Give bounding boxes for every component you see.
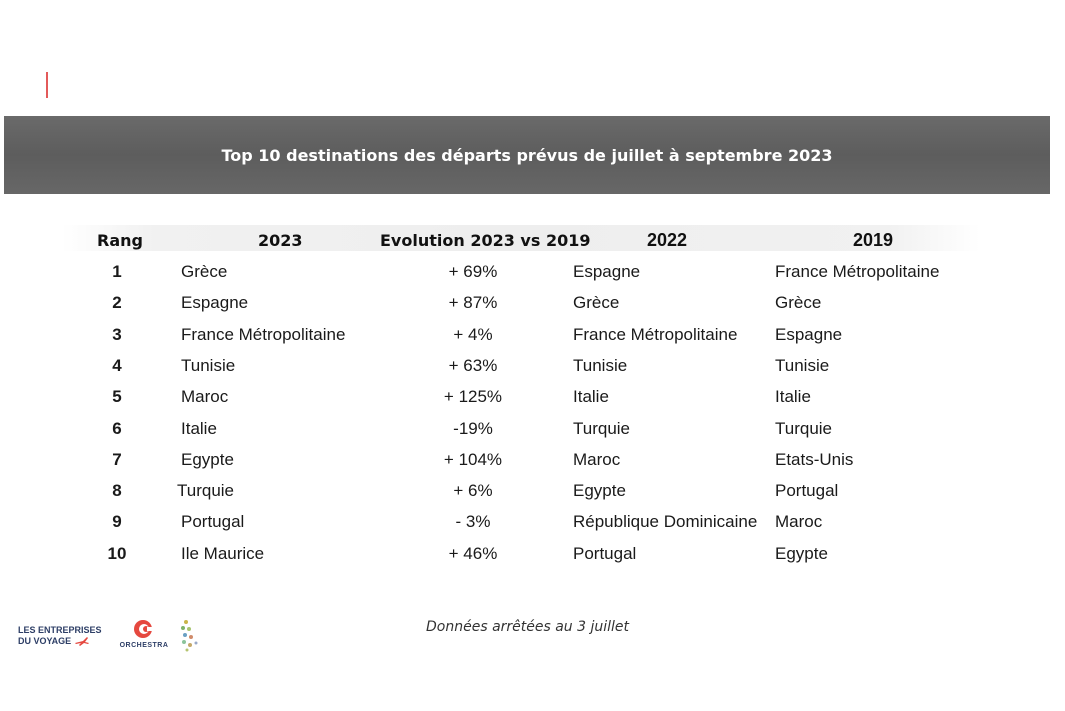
rank-cell: 1 — [112, 262, 122, 281]
header-2023: 2023 — [258, 231, 303, 250]
destination-2023-cell: Turquie — [177, 481, 235, 500]
airplane-icon — [74, 636, 89, 646]
rank-cell: 2 — [112, 293, 122, 312]
destination-2019-cell: Tunisie — [775, 356, 830, 375]
rank-cell: 7 — [112, 450, 122, 469]
destination-2022-cell: Tunisie — [573, 356, 628, 375]
evolution-cell: - 3% — [455, 512, 491, 531]
destination-2022-cell: Egypte — [573, 481, 626, 500]
destination-2023-cell: Egypte — [181, 450, 234, 469]
destination-2019-cell: Turquie — [775, 419, 833, 438]
destination-2022-cell: République Dominicaine — [573, 512, 758, 531]
destination-2019-cell: Egypte — [775, 544, 828, 563]
destination-2019-cell: Grèce — [775, 293, 822, 312]
destination-2019-cell: Italie — [775, 387, 811, 406]
leaf-icon — [181, 620, 198, 652]
rank-cell: 4 — [112, 356, 122, 375]
destination-2023-cell: Grèce — [181, 262, 228, 281]
evolution-cell: -19% — [453, 419, 493, 438]
table-header-band — [62, 225, 980, 251]
red-margin-mark — [46, 72, 48, 98]
logo-lev-line2: DU VOYAGE — [18, 636, 104, 647]
rank-cell: 6 — [112, 419, 122, 438]
rank-cell: 8 — [112, 481, 122, 500]
destination-2023-cell: Portugal — [181, 512, 245, 531]
title-banner: Top 10 destinations des départs prévus d… — [4, 116, 1050, 194]
destination-2022-cell: Turquie — [573, 419, 631, 438]
evolution-cell: + 69% — [448, 262, 498, 281]
table-title: Top 10 destinations des départs prévus d… — [221, 145, 833, 165]
destination-2022-cell: Espagne — [573, 262, 641, 281]
destination-2023-cell: Espagne — [181, 293, 249, 312]
destination-2023-cell: Italie — [181, 419, 217, 438]
evolution-cell: + 87% — [448, 293, 498, 312]
header-rang: Rang — [97, 231, 143, 250]
destination-2023-cell: Maroc — [181, 387, 229, 406]
entreprises-du-voyage-logo: LES ENTREPRISES DU VOYAGE — [18, 625, 104, 647]
rank-cell: 9 — [112, 512, 122, 531]
header-evolution: Evolution 2023 vs 2019 — [380, 231, 591, 250]
orchestra-logo-text: ORCHESTRA — [119, 642, 169, 649]
destination-2022-cell: Maroc — [573, 450, 621, 469]
destination-2019-cell: Portugal — [775, 481, 839, 500]
evolution-cell: + 63% — [448, 356, 498, 375]
destination-2023-cell: Ile Maurice — [181, 544, 265, 563]
orchestra-logo: ORCHESTRA — [116, 618, 172, 658]
destination-2019-cell: Maroc — [775, 512, 823, 531]
rank-cell: 3 — [112, 325, 122, 344]
evolution-cell: + 46% — [448, 544, 498, 563]
data-date-note: Données arrêtées au 3 juillet — [426, 619, 630, 635]
rank-cell: 10 — [107, 544, 127, 563]
orchestra-emblem-icon — [134, 620, 153, 638]
destination-2019-cell: Etats-Unis — [775, 450, 854, 469]
destination-2022-cell: Italie — [573, 387, 609, 406]
destination-2022-cell: Portugal — [573, 544, 637, 563]
destination-2022-cell: Grèce — [573, 293, 620, 312]
destination-2019-cell: France Métropolitaine — [775, 262, 940, 281]
evolution-cell: + 104% — [443, 450, 503, 469]
header-2022: 2022 — [647, 230, 688, 250]
rank-cell: 5 — [112, 387, 122, 406]
evolution-cell: + 4% — [453, 325, 493, 344]
header-2019: 2019 — [853, 230, 894, 250]
plant-logo — [176, 616, 204, 656]
evolution-cell: + 125% — [443, 387, 503, 406]
evolution-cell: + 6% — [453, 481, 493, 500]
logo-lev-line1: LES ENTREPRISES — [18, 625, 102, 635]
destination-2022-cell: France Métropolitaine — [573, 325, 738, 344]
destination-2023-cell: Tunisie — [181, 356, 236, 375]
destination-2019-cell: Espagne — [775, 325, 843, 344]
destination-2023-cell: France Métropolitaine — [181, 325, 346, 344]
